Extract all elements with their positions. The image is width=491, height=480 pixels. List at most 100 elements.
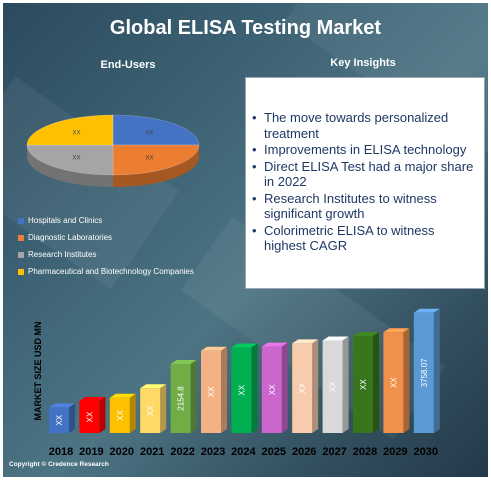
pie-slice bbox=[26, 114, 114, 146]
bar bbox=[49, 407, 69, 433]
bar bbox=[109, 397, 130, 433]
bar-side bbox=[99, 397, 106, 433]
key-insight-item: Improvements in ELISA technology bbox=[252, 142, 478, 158]
pie-data-label: XX bbox=[145, 156, 153, 162]
end-users-pie-chart: XX XX XX XX bbox=[26, 114, 200, 187]
legend-label: Diagnostic Laboratories bbox=[28, 233, 113, 242]
x-axis-tick-label: 2020 bbox=[110, 446, 134, 458]
bar-data-label: XX bbox=[268, 384, 277, 395]
legend-label: Pharmaceutical and Biotechnology Compani… bbox=[28, 267, 194, 276]
bar-side bbox=[281, 342, 288, 433]
market-size-bar-chart: MARKET SIZE USD MN XX 2018 XX 2019 XX 2020 XX 20… bbox=[33, 308, 440, 458]
bar-side bbox=[373, 332, 379, 433]
bar-top bbox=[383, 328, 410, 333]
pie-data-label: XX bbox=[145, 130, 153, 136]
key-insight-item: Colorimetric ELISA to witness highest CA… bbox=[252, 223, 478, 254]
bar-top bbox=[49, 403, 75, 408]
legend-item: Research Institutes bbox=[18, 249, 194, 266]
bar bbox=[201, 350, 221, 433]
bar-side bbox=[403, 328, 410, 433]
x-axis-tick-label: 2019 bbox=[79, 446, 103, 458]
bar-data-label: XX bbox=[329, 381, 338, 392]
bar bbox=[413, 312, 434, 433]
pie-data-label: XX bbox=[73, 156, 81, 162]
bar bbox=[322, 340, 343, 433]
bar-top bbox=[292, 339, 319, 344]
legend-label: Research Institutes bbox=[28, 250, 97, 259]
bar-data-label: XX bbox=[55, 414, 64, 425]
bar bbox=[140, 388, 161, 433]
bar-top bbox=[413, 308, 440, 313]
legend-item: Diagnostic Laboratories bbox=[18, 232, 194, 249]
x-axis-tick-label: 2025 bbox=[262, 446, 286, 458]
bar-top bbox=[109, 393, 136, 398]
bar-data-label: XX bbox=[85, 411, 94, 422]
key-insights-panel: The move towards personalized treatmentI… bbox=[245, 77, 485, 289]
key-insights-title: Key Insights bbox=[330, 57, 396, 69]
end-users-title: End-Users bbox=[100, 59, 156, 71]
key-insights-list: The move towards personalized treatmentI… bbox=[246, 78, 484, 254]
x-axis-tick-label: 2023 bbox=[201, 446, 225, 458]
bar-data-label: XX bbox=[237, 384, 246, 395]
bar-data-label: XX bbox=[389, 377, 398, 388]
x-axis-tick-label: 2030 bbox=[414, 446, 438, 458]
bar bbox=[353, 336, 373, 433]
bar-data-label: XX bbox=[359, 379, 368, 390]
bar-top bbox=[201, 346, 227, 351]
x-axis-tick-label: 2026 bbox=[292, 446, 316, 458]
bar-top bbox=[79, 397, 106, 401]
key-insight-item: Research Institutes to witness significa… bbox=[252, 191, 478, 222]
bar-side bbox=[69, 403, 75, 433]
bar-top bbox=[231, 343, 258, 348]
copyright-text: Copyright © Credence Research bbox=[9, 461, 109, 468]
bar-top bbox=[322, 336, 349, 341]
legend-swatch bbox=[18, 269, 24, 275]
bar-data-label: 3758.07 bbox=[420, 358, 429, 387]
bar-side bbox=[312, 339, 319, 433]
infographic-background: Global ELISA Testing Market End-Users Ke… bbox=[3, 3, 488, 477]
bar-top bbox=[261, 342, 288, 347]
bar-top bbox=[353, 332, 379, 337]
page-title: Global ELISA Testing Market bbox=[109, 17, 382, 39]
x-axis-tick-label: 2024 bbox=[231, 446, 256, 458]
pie-data-label: XX bbox=[73, 130, 81, 136]
x-axis-tick-label: 2022 bbox=[170, 446, 194, 458]
legend-label: Hospitals and Clinics bbox=[28, 216, 103, 225]
bar-data-label: XX bbox=[116, 409, 125, 420]
x-axis-tick-label: 2021 bbox=[140, 446, 164, 458]
bar-side bbox=[129, 393, 136, 433]
bar bbox=[261, 346, 282, 433]
legend-swatch bbox=[18, 252, 24, 258]
x-axis-tick-label: 2029 bbox=[383, 446, 407, 458]
bar-data-label: XX bbox=[298, 382, 307, 393]
bar bbox=[170, 364, 191, 433]
bar-top bbox=[140, 384, 167, 389]
x-axis-tick-label: 2028 bbox=[353, 446, 377, 458]
legend-swatch bbox=[18, 218, 24, 224]
bar-data-label: XX bbox=[207, 386, 216, 397]
bar bbox=[383, 332, 404, 433]
bar-data-label: 2154.8 bbox=[177, 386, 186, 411]
bar-top bbox=[170, 360, 197, 365]
legend-swatch bbox=[18, 235, 24, 241]
pie-slice bbox=[112, 114, 200, 146]
legend-item: Pharmaceutical and Biotechnology Compani… bbox=[18, 266, 194, 283]
y-axis-label: MARKET SIZE USD MN bbox=[33, 322, 43, 421]
bar-side bbox=[190, 360, 197, 433]
bar bbox=[231, 347, 252, 433]
bar bbox=[79, 401, 100, 433]
x-axis-tick-label: 2027 bbox=[322, 446, 346, 458]
pie-legend: Hospitals and Clinics Diagnostic Laborato… bbox=[18, 215, 194, 283]
bar-side bbox=[221, 346, 227, 433]
pie-slice-side bbox=[27, 145, 113, 187]
legend-item: Hospitals and Clinics bbox=[18, 215, 194, 232]
pie-slice bbox=[26, 144, 114, 176]
bar-data-label: XX bbox=[146, 405, 155, 416]
key-insight-item: The move towards personalized treatment bbox=[252, 110, 478, 141]
key-insight-item: Direct ELISA Test had a major share in 2… bbox=[252, 159, 478, 190]
bar-side bbox=[342, 336, 349, 433]
bar-side bbox=[251, 343, 258, 433]
bar bbox=[292, 343, 313, 433]
pie-slice bbox=[112, 144, 200, 176]
bar-side bbox=[433, 308, 440, 433]
